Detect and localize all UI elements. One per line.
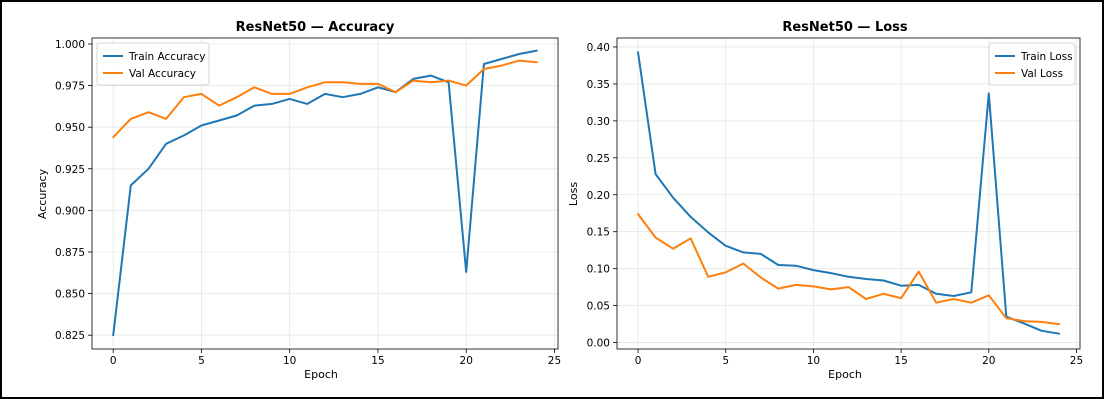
loss-chart: ResNet50 — Loss Epoch Loss 0 5 10 15 20 25 0.0… xyxy=(567,20,1083,381)
x-tick-label: 20 xyxy=(982,355,995,367)
legend: Train Accuracy Val Accuracy xyxy=(96,42,210,86)
plot-area-frame xyxy=(91,37,559,350)
legend-label: Val Accuracy xyxy=(129,68,196,80)
series-line-val-loss xyxy=(637,213,1060,326)
legend-label: Train Loss xyxy=(1020,51,1073,63)
chart-title: ResNet50 — Loss xyxy=(782,20,908,35)
y-tick-label: 0.925 xyxy=(55,164,85,176)
y-tick-label: 0.875 xyxy=(55,247,85,259)
chart-title: ResNet50 — Accuracy xyxy=(236,20,395,35)
series-line-train-loss xyxy=(637,51,1060,335)
y-tick-label: 1.000 xyxy=(55,39,85,51)
y-tick-label: 0.30 xyxy=(587,116,610,128)
y-tick-label: 0.850 xyxy=(55,289,85,301)
x-tick-label: 20 xyxy=(460,355,473,367)
legend-label: Train Accuracy xyxy=(128,51,205,63)
x-tick-label: 25 xyxy=(548,355,561,367)
x-tick-label: 0 xyxy=(110,355,117,367)
x-tick-label: 5 xyxy=(722,355,729,367)
y-axis-label: Loss xyxy=(567,182,580,206)
x-axis-label: Epoch xyxy=(828,368,862,381)
legend-box xyxy=(96,42,210,86)
x-tick-label: 0 xyxy=(635,355,642,367)
x-tick-label: 15 xyxy=(894,355,907,367)
y-tick-label: 0.35 xyxy=(587,79,610,91)
y-tick-label: 0.975 xyxy=(55,81,85,93)
series-line-train-accuracy xyxy=(112,49,538,337)
x-axis-label: Epoch xyxy=(304,368,338,381)
x-tick-label: 10 xyxy=(283,355,296,367)
grid xyxy=(617,38,1080,349)
legend-label: Val Loss xyxy=(1021,68,1063,80)
y-tick-label: 0.20 xyxy=(587,190,610,202)
y-tick-label: 0.950 xyxy=(55,122,85,134)
y-tick-label: 0.40 xyxy=(587,42,610,54)
x-tick-label: 10 xyxy=(807,355,820,367)
plot-area-frame xyxy=(616,37,1081,350)
accuracy-chart: ResNet50 — Accuracy Epoch Accuracy 0 5 10 1… xyxy=(36,20,561,381)
x-tick-label: 15 xyxy=(371,355,384,367)
x-tick-label: 5 xyxy=(198,355,205,367)
legend: Train Loss Val Loss xyxy=(988,42,1076,86)
legend-box xyxy=(988,42,1076,86)
y-tick-label: 0.15 xyxy=(587,227,610,239)
series-line-val-accuracy xyxy=(112,59,538,139)
y-tick-label: 0.10 xyxy=(587,264,610,276)
y-tick-label: 0.05 xyxy=(587,301,610,313)
y-tick-label: 0.900 xyxy=(55,205,85,217)
x-tick-label: 25 xyxy=(1070,355,1083,367)
y-tick-label: 0.825 xyxy=(55,330,85,342)
y-tick-label: 0.25 xyxy=(587,153,610,165)
y-axis-label: Accuracy xyxy=(36,168,49,219)
y-tick-label: 0.00 xyxy=(587,338,610,350)
